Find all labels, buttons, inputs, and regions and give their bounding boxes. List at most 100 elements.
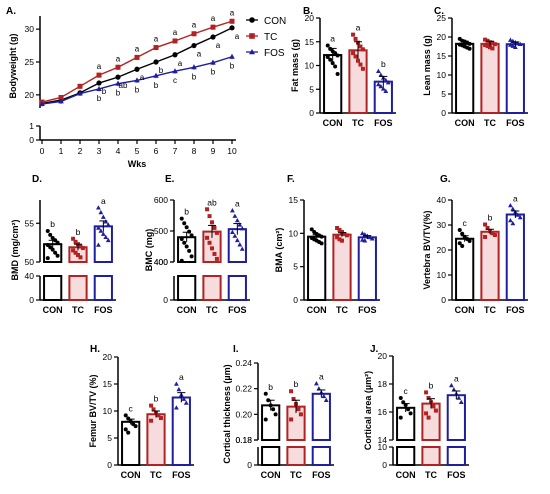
bar-tc (332, 233, 352, 302)
point-con (55, 240, 60, 245)
bar-fos (505, 43, 525, 114)
panel-label: D. (32, 174, 42, 185)
point-fos (232, 233, 238, 238)
point-con (45, 256, 50, 261)
point-tc (490, 231, 495, 236)
point-con (134, 66, 140, 72)
point-tc (351, 51, 356, 56)
point-fos (77, 90, 83, 96)
x-tick-label: FOS (358, 305, 377, 315)
significance-letter: a (179, 372, 184, 382)
point-con (179, 237, 184, 242)
point-tc (77, 83, 83, 89)
y-tick-label: 5 (107, 433, 112, 443)
point-tc (335, 226, 340, 230)
y-tick-label: 0 (107, 460, 112, 470)
x-tick-label: TC (484, 118, 496, 128)
significance-letter: b (192, 72, 197, 81)
point-tc (205, 235, 210, 240)
point-tc (353, 36, 358, 41)
point-con (467, 41, 472, 46)
x-tick-label: 2 (78, 146, 83, 156)
point-tc (358, 62, 363, 67)
bar-lower-fos (227, 275, 247, 301)
point-tc (356, 58, 360, 63)
significance-letter: c (463, 218, 468, 228)
panel-label: C. (434, 6, 444, 17)
point-fos (230, 208, 235, 213)
point-fos (181, 396, 187, 401)
y-tick-label: 400 (154, 257, 168, 267)
point-fos (376, 82, 381, 87)
point-tc (156, 413, 161, 418)
point-fos (191, 64, 197, 70)
point-fos (153, 72, 159, 78)
point-tc (58, 94, 64, 100)
y-axis-label: Bodyweight (g) (8, 34, 18, 99)
significance-letter: b (230, 62, 235, 71)
point-con (189, 233, 194, 238)
point-tc (96, 72, 102, 78)
panel-label: H. (90, 344, 100, 355)
point-tc (426, 415, 431, 420)
panel-label: E. (165, 174, 175, 185)
point-fos (237, 222, 243, 227)
point-tc (360, 47, 365, 52)
legend-label-tc: TC (264, 32, 277, 43)
y-tick-label: 15 (305, 37, 315, 47)
point-fos (58, 98, 64, 104)
x-tick-label: CON (396, 470, 416, 480)
point-tc (483, 222, 488, 227)
point-tc (358, 44, 363, 49)
point-tc (149, 403, 154, 408)
point-fos (458, 399, 464, 404)
panel-label: F. (287, 174, 295, 185)
point-fos (517, 215, 523, 220)
point-con (45, 229, 50, 233)
point-tc (424, 390, 429, 395)
panel-c: C. 0 5 10 15 20 25 Lean mass (g) CON TC FOS (422, 6, 528, 128)
point-con (263, 391, 268, 396)
point-con (408, 411, 413, 416)
y-tick-label: 0 (293, 295, 298, 305)
point-con (182, 221, 187, 226)
significance-letter: a (116, 54, 121, 63)
y-tick-label: 1 (29, 121, 34, 131)
y-tick-label: 600 (154, 195, 168, 205)
point-tc (340, 230, 344, 234)
point-tc (490, 41, 495, 46)
point-con (210, 34, 216, 40)
y-axis-label: BMA (cm²) (274, 228, 284, 273)
point-tc (80, 246, 85, 251)
bar-fos (357, 236, 377, 301)
y-tick-label: 10 (103, 406, 113, 416)
point-tc (73, 250, 78, 255)
point-fos (96, 85, 102, 91)
bar-lower-fos (311, 446, 331, 466)
point-tc (492, 233, 497, 237)
point-fos (510, 221, 516, 226)
point-tc (351, 32, 356, 37)
y-tick-label: 40 (437, 195, 447, 205)
y-tick-label: 5 (441, 89, 446, 99)
point-con (319, 234, 324, 239)
significance-letter: c (173, 76, 177, 85)
significance-letter: b (154, 394, 159, 404)
panel-h: H. 0 5 10 15 20 Femur BV/TV (%) c CON b TC a FOS (88, 344, 194, 480)
point-fos (385, 80, 391, 85)
point-fos (508, 218, 513, 223)
point-tc (76, 253, 80, 258)
point-tc (426, 396, 431, 400)
y-tick-label: 5 (309, 84, 314, 94)
significance-letter: a (173, 28, 178, 37)
legend-marker-con (249, 17, 255, 23)
x-tick-label: FOS (94, 305, 113, 315)
point-fos (508, 42, 513, 47)
y-tick-label: 0.20 (235, 409, 252, 419)
y-tick-label: 20 (437, 32, 447, 42)
x-tick-label: CON (455, 305, 475, 315)
point-tc (485, 44, 490, 49)
point-tc (134, 54, 140, 60)
point-fos (210, 59, 216, 65)
